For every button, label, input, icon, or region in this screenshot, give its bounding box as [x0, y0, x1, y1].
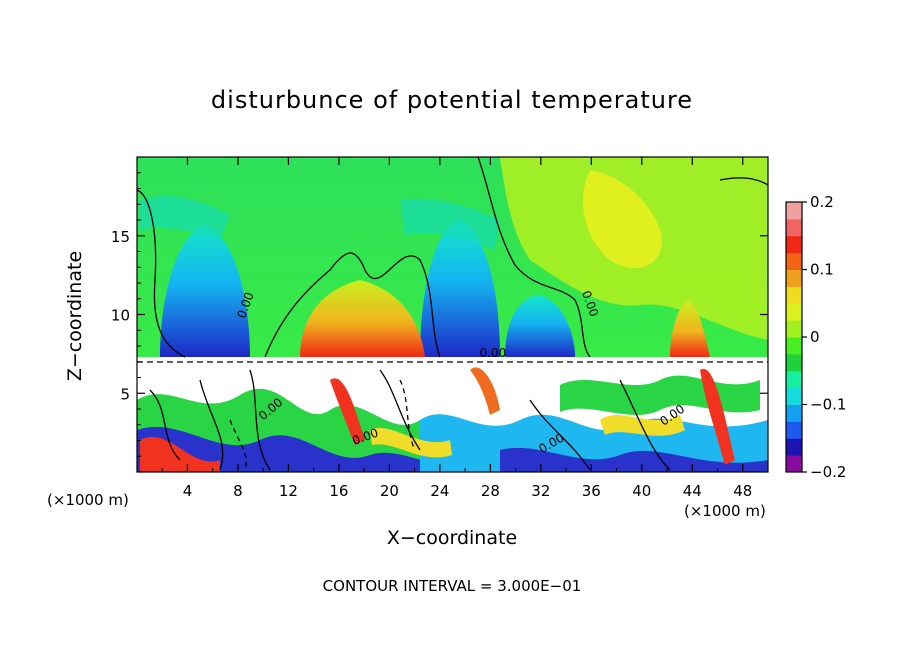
x-axis: 4 8 12 16 20 24 28 32 36 40 44 48 [161, 157, 752, 500]
colorbar-tick-label: 0 [810, 328, 820, 346]
chart-title: disturbunce of potential temperature [210, 86, 694, 114]
y-axis-label: Z−coordinate [64, 250, 86, 382]
colorbar-swatch [786, 286, 802, 304]
colorbar-swatch [786, 421, 802, 439]
colorbar-swatch [786, 269, 802, 287]
x-tick-label: 20 [380, 482, 399, 500]
contour-interval-footer: CONTOUR INTERVAL = 3.000E−01 [322, 577, 582, 595]
x-tick-label: 24 [430, 482, 449, 500]
x-tick-label: 48 [733, 482, 752, 500]
colorbar-swatch [786, 387, 802, 405]
y-tick-label: 5 [120, 385, 130, 403]
x-tick-label: 28 [481, 482, 500, 500]
y-axis: 5 10 15 [111, 172, 768, 457]
x-axis-label: X−coordinate [386, 527, 518, 549]
colorbar-swatch [786, 353, 802, 372]
x-tick-label: 40 [632, 482, 651, 500]
x-unit-label-left: (×1000 m) [47, 491, 129, 509]
colorbar-swatch [786, 370, 802, 389]
heatmap-field [137, 157, 768, 472]
colorbar-swatch [786, 320, 802, 338]
x-tick-label: 4 [183, 482, 193, 500]
colorbar-swatch [786, 218, 802, 237]
x-tick-label: 36 [582, 482, 601, 500]
colorbar-swatch [786, 455, 802, 473]
colorbar-swatch [786, 303, 802, 321]
colorbar: 0.2 0.1 0 −0.1 −0.2 [785, 193, 846, 481]
colorbar-tick-label: 0.2 [810, 193, 834, 211]
colorbar-swatch [786, 202, 802, 220]
x-unit-label-right: (×1000 m) [684, 502, 766, 520]
colorbar-swatch [786, 337, 802, 355]
x-tick-label: 16 [329, 482, 348, 500]
colorbar-tick-label: −0.1 [810, 396, 846, 414]
x-tick-label: 44 [683, 482, 702, 500]
x-tick-label: 8 [233, 482, 243, 500]
colorbar-swatch [786, 235, 802, 254]
colorbar-tick-label: −0.2 [810, 463, 846, 481]
colorbar-swatch [786, 438, 802, 456]
colorbar-swatch [786, 252, 802, 270]
x-tick-label: 32 [531, 482, 550, 500]
x-tick-label: 12 [279, 482, 298, 500]
y-tick-label: 15 [111, 228, 130, 246]
colorbar-tick-label: 0.1 [810, 261, 834, 279]
y-tick-label: 10 [111, 307, 130, 325]
colorbar-swatch [786, 404, 802, 422]
contour-label: 0.00 [480, 346, 507, 360]
